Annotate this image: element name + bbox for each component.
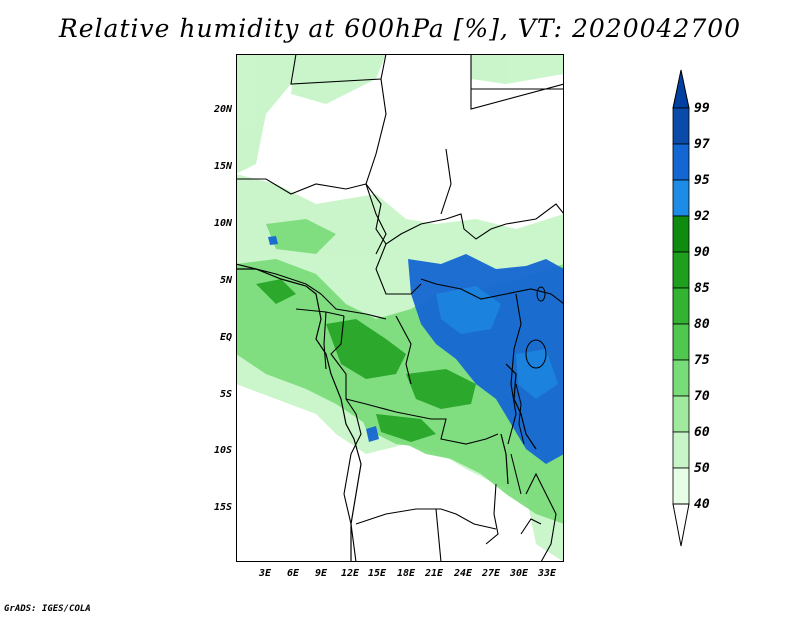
colorbar-label-99: 99 bbox=[694, 101, 710, 116]
lat-label-20n: 20N bbox=[213, 104, 232, 115]
lon-label-30e: 30E bbox=[509, 568, 529, 579]
colorbar-label-97: 97 bbox=[694, 137, 710, 152]
grads-credit: GrADS: IGES/COLA bbox=[4, 604, 91, 614]
humidity-map bbox=[236, 54, 564, 562]
colorbar-label-92: 92 bbox=[694, 209, 710, 224]
colorbar bbox=[672, 69, 690, 547]
colorbar-label-40: 40 bbox=[694, 497, 710, 512]
lat-label-15n: 15N bbox=[213, 161, 232, 172]
colorbar-label-85: 85 bbox=[694, 281, 710, 296]
colorbar-segment bbox=[672, 179, 690, 217]
lakes bbox=[510, 286, 547, 495]
map-title: Relative humidity at 600hPa [%], VT: 202… bbox=[58, 14, 742, 43]
colorbar-segment bbox=[672, 431, 690, 469]
colorbar-label-95: 95 bbox=[694, 173, 710, 188]
lat-label-10s: 10S bbox=[213, 445, 232, 456]
colorbar-segment bbox=[672, 215, 690, 253]
colorbar-segment bbox=[672, 107, 690, 145]
lon-label-21e: 21E bbox=[424, 568, 444, 579]
country-borders bbox=[236, 54, 564, 562]
colorbar-segment bbox=[672, 143, 690, 181]
lon-label-6e: 6E bbox=[286, 568, 300, 579]
lat-label-5s: 5S bbox=[219, 389, 232, 400]
lon-label-18e: 18E bbox=[396, 568, 416, 579]
lon-label-9e: 9E bbox=[314, 568, 328, 579]
lon-label-24e: 24E bbox=[453, 568, 473, 579]
colorbar-label-60: 60 bbox=[694, 425, 710, 440]
colorbar-bottom-arrow bbox=[672, 503, 690, 547]
lon-label-27e: 27E bbox=[481, 568, 501, 579]
colorbar-label-70: 70 bbox=[694, 389, 710, 404]
lat-label-15s: 15S bbox=[213, 502, 232, 513]
colorbar-segment bbox=[672, 467, 690, 505]
colorbar-label-75: 75 bbox=[694, 353, 710, 368]
colorbar-segment bbox=[672, 287, 690, 325]
colorbar-segment bbox=[672, 359, 690, 397]
colorbar-segment bbox=[672, 395, 690, 433]
lat-label-eq: EQ bbox=[219, 332, 232, 343]
map-frame bbox=[236, 54, 564, 562]
lat-label-10n: 10N bbox=[213, 218, 232, 229]
lon-label-12e: 12E bbox=[340, 568, 360, 579]
lon-label-3e: 3E bbox=[258, 568, 272, 579]
colorbar-label-90: 90 bbox=[694, 245, 710, 260]
colorbar-segment bbox=[672, 251, 690, 289]
coastline bbox=[236, 268, 537, 562]
colorbar-label-50: 50 bbox=[694, 461, 710, 476]
lon-label-33e: 33E bbox=[537, 568, 557, 579]
colorbar-label-80: 80 bbox=[694, 317, 710, 332]
lat-label-5n: 5N bbox=[219, 275, 232, 286]
colorbar-segment bbox=[672, 323, 690, 361]
colorbar-top-arrow bbox=[672, 69, 690, 109]
lon-label-15e: 15E bbox=[367, 568, 387, 579]
humidity-field-dark bbox=[256, 279, 476, 442]
